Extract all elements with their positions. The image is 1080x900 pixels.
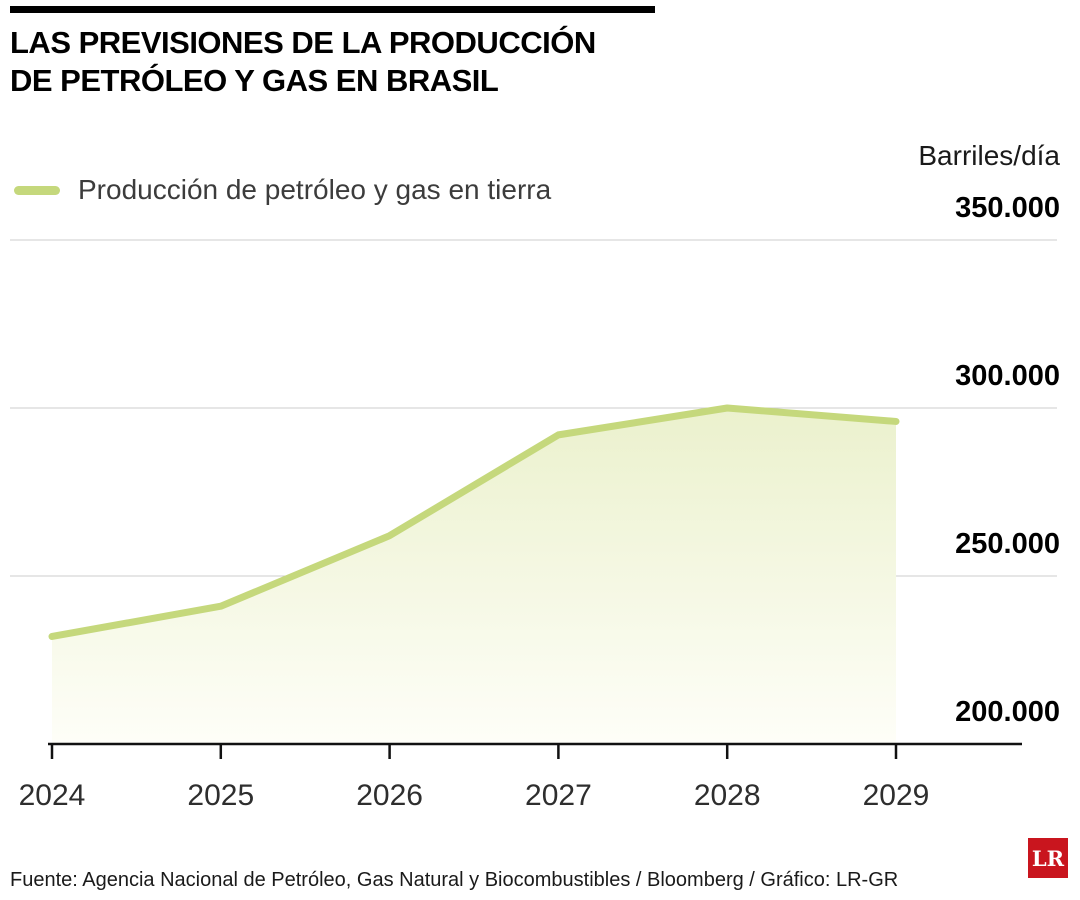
y-axis-tick-label: 250.000 xyxy=(955,528,1060,560)
legend: Producción de petróleo y gas en tierra xyxy=(14,174,551,206)
lr-logo: LR xyxy=(1028,838,1068,878)
y-axis-tick-label: 300.000 xyxy=(955,360,1060,392)
source-credit: Fuente: Agencia Nacional de Petróleo, Ga… xyxy=(10,869,899,891)
page-title: LAS PREVISIONES DE LA PRODUCCIÓN DE PETR… xyxy=(10,25,596,98)
x-axis-tick-label: 2029 xyxy=(862,779,930,812)
x-axis-tick-label: 2027 xyxy=(525,779,592,812)
y-axis-tick-label: 350.000 xyxy=(955,192,1060,224)
x-axis-tick-label: 2024 xyxy=(18,779,86,812)
area-fill xyxy=(52,408,896,744)
title-accent-bar xyxy=(10,6,655,13)
y-axis-tick-label: 200.000 xyxy=(955,696,1060,728)
x-axis-tick-label: 2028 xyxy=(693,779,761,812)
series-line xyxy=(48,404,900,640)
x-axis-tick-label: 2025 xyxy=(187,779,255,812)
legend-line-swatch xyxy=(14,185,60,195)
y-axis-unit-label: Barriles/día xyxy=(918,140,1060,171)
legend-label: Producción de petróleo y gas en tierra xyxy=(78,174,552,205)
x-axis-tick-label: 2026 xyxy=(356,779,423,812)
